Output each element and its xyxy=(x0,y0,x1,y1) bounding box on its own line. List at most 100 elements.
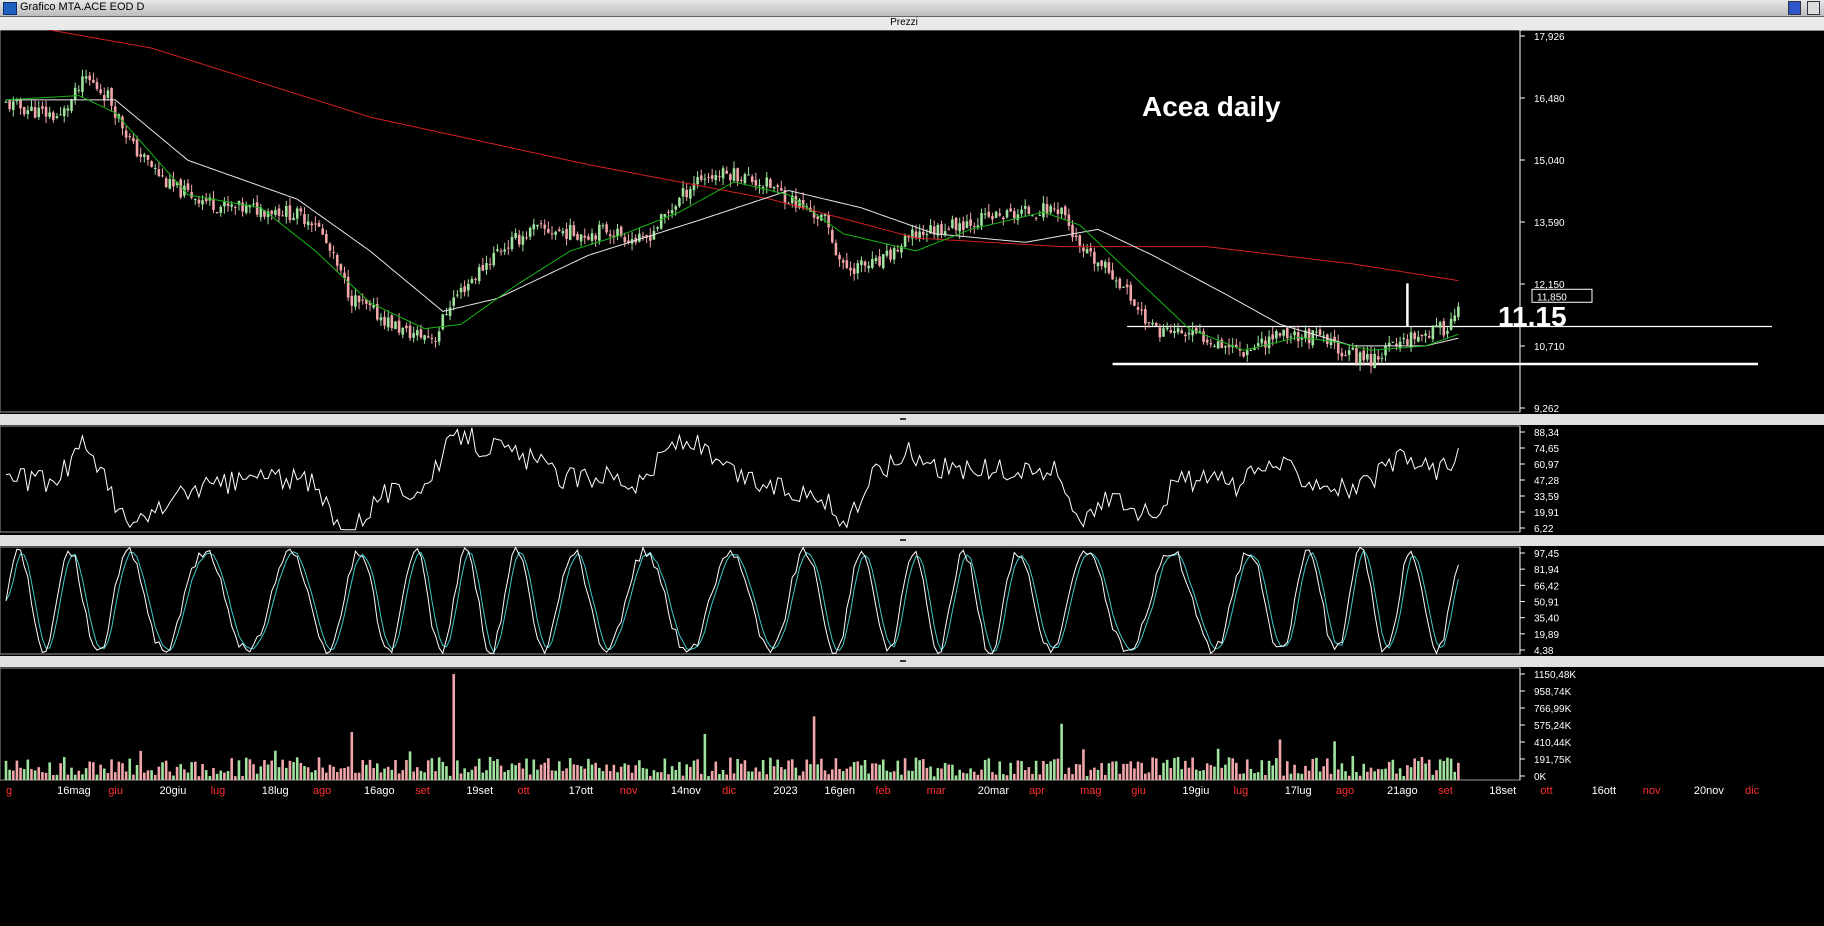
volume-bar xyxy=(1242,773,1245,780)
candle-body xyxy=(547,228,550,233)
y-tick-label: 12,150 xyxy=(1534,280,1565,291)
volume-bar xyxy=(59,763,62,780)
volume-bar xyxy=(481,772,485,780)
volume-bar xyxy=(594,762,597,780)
volume-bar xyxy=(838,769,841,780)
volume-bar xyxy=(900,774,903,780)
candle-body xyxy=(962,221,965,231)
x-tick-label: 20giu xyxy=(159,785,186,797)
pane-frame xyxy=(0,546,1521,655)
candle-body xyxy=(332,252,335,254)
candle-body xyxy=(1027,206,1031,215)
volume-bar xyxy=(124,771,128,780)
candle-body xyxy=(1151,322,1154,325)
x-tick-label: ott xyxy=(1540,785,1552,797)
volume-bar xyxy=(583,768,587,780)
candle-body xyxy=(452,297,456,306)
candle-body xyxy=(619,226,623,236)
candle-body xyxy=(1336,342,1340,354)
volume-bar xyxy=(1235,762,1238,780)
close-window-icon[interactable] xyxy=(1807,1,1820,15)
volume-bar xyxy=(896,760,900,780)
volume-bar xyxy=(121,763,124,780)
volume-bar xyxy=(1424,763,1427,780)
candle-body xyxy=(263,210,266,217)
volume-bar xyxy=(1194,769,1198,780)
volume-bar xyxy=(15,760,19,780)
volume-bar xyxy=(608,771,612,780)
candle-body xyxy=(226,203,230,206)
candle-body xyxy=(255,202,259,215)
candle-body xyxy=(1427,335,1431,338)
volume-bar xyxy=(521,768,525,780)
volume-bar xyxy=(674,770,678,780)
candle-body xyxy=(521,236,525,245)
candle-body xyxy=(1245,350,1249,356)
candle-body xyxy=(295,208,299,219)
candle-body xyxy=(707,176,710,178)
volume-bar xyxy=(1231,758,1234,780)
x-tick-label: 16ott xyxy=(1592,785,1616,797)
volume-bar xyxy=(1184,760,1187,780)
candle-body xyxy=(1442,321,1446,336)
candle-body xyxy=(1329,338,1333,346)
restore-window-icon[interactable] xyxy=(1787,1,1801,15)
candle-body xyxy=(790,195,794,204)
volume-bar xyxy=(128,758,132,780)
candle-body xyxy=(237,200,241,205)
volume-bar xyxy=(940,768,943,780)
volume-bar xyxy=(630,772,634,780)
candle-body xyxy=(696,177,699,185)
pane-frame xyxy=(0,667,1521,781)
y-tick-label: 13,590 xyxy=(1534,218,1565,229)
y-tick-label: 81,94 xyxy=(1534,565,1559,576)
volume-bar xyxy=(1169,768,1173,780)
volume-bar xyxy=(277,767,281,780)
candle-body xyxy=(1042,203,1045,218)
y-tick-label: 191,75K xyxy=(1534,755,1572,766)
candle-body xyxy=(947,228,951,230)
candle-body xyxy=(914,231,918,238)
candle-body xyxy=(397,320,401,333)
candle-body xyxy=(1438,322,1442,328)
candle-body xyxy=(827,214,830,228)
volume-bar xyxy=(343,768,346,780)
volume-bar xyxy=(601,771,605,780)
candle-body xyxy=(554,231,557,235)
candle-body xyxy=(408,325,412,339)
volume-bar xyxy=(408,751,412,780)
x-tick-label: 14nov xyxy=(671,785,701,797)
candle-body xyxy=(1235,344,1238,347)
volume-bar xyxy=(1209,765,1213,780)
candle-body xyxy=(958,223,961,232)
candle-body xyxy=(37,107,41,117)
x-tick-label: ago xyxy=(313,785,331,797)
candle-body xyxy=(1216,341,1220,349)
y-tick-label: 33,59 xyxy=(1534,492,1559,503)
volume-bar xyxy=(1446,757,1449,780)
candle-body xyxy=(936,224,940,236)
candle-body xyxy=(172,178,175,187)
candle-body xyxy=(721,168,725,179)
candle-body xyxy=(474,278,477,280)
candle-body xyxy=(84,76,88,79)
pane-frame xyxy=(0,425,1521,533)
volume-bar xyxy=(1151,757,1154,780)
candle-body xyxy=(1402,337,1406,340)
volume-bar xyxy=(1205,763,1209,780)
volume-bar xyxy=(816,764,820,780)
candle-body xyxy=(532,224,536,230)
volume-bar xyxy=(292,762,295,780)
volume-bar xyxy=(33,770,37,780)
candle-body xyxy=(1344,355,1347,357)
candle-body xyxy=(983,213,987,215)
volume-bar xyxy=(1074,763,1078,780)
candle-body xyxy=(343,272,346,279)
candle-body xyxy=(161,175,164,177)
volume-bar xyxy=(1253,773,1256,780)
volume-bar xyxy=(568,758,572,780)
candle-body xyxy=(1082,247,1085,252)
volume-bar xyxy=(980,769,983,780)
candle-body xyxy=(266,211,270,218)
candle-body xyxy=(179,179,183,198)
